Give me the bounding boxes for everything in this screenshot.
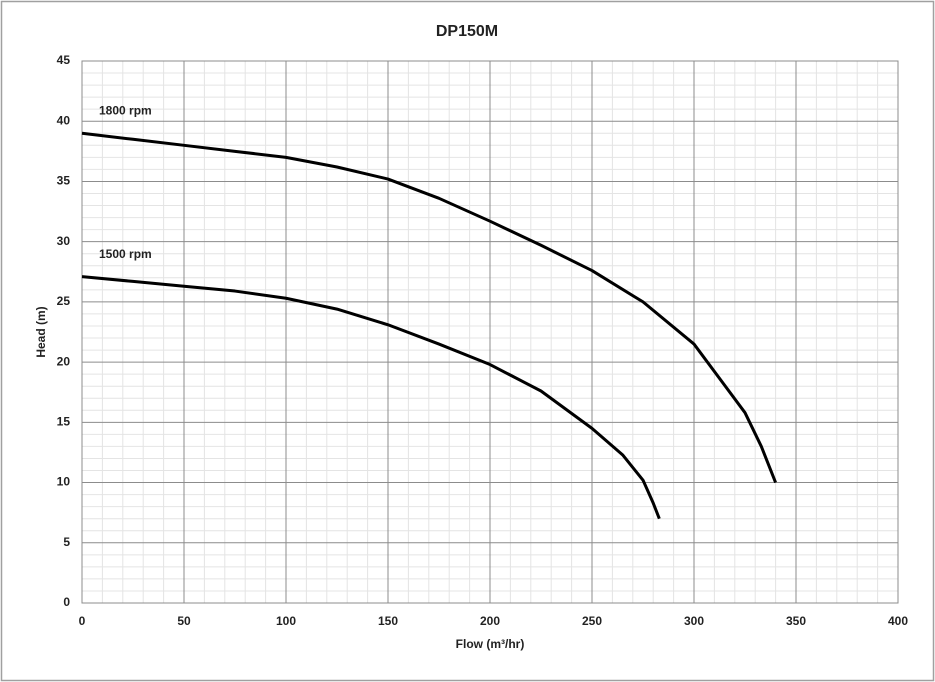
series-line: [81, 131, 777, 484]
y-tick-label: 40: [57, 113, 71, 127]
y-axis-label: Head (m): [34, 306, 48, 357]
y-tick-label: 20: [57, 354, 71, 368]
y-tick-label: 5: [63, 535, 70, 549]
x-tick-label: 50: [177, 614, 191, 628]
x-tick-label: 350: [786, 614, 806, 628]
x-tick-label: 100: [276, 614, 296, 628]
x-tick-label: 200: [480, 614, 500, 628]
chart-title: DP150M: [436, 23, 498, 40]
y-tick-label: 30: [57, 234, 71, 248]
series-line: [81, 275, 661, 520]
y-tick-label: 10: [57, 475, 71, 489]
x-axis-label: Flow (m³/hr): [456, 637, 525, 651]
y-tick-label: 0: [63, 595, 70, 609]
x-tick-label: 150: [378, 614, 398, 628]
x-tick-label: 400: [888, 614, 908, 628]
y-tick-label: 35: [57, 174, 71, 188]
x-tick-label: 250: [582, 614, 602, 628]
x-tick-label: 300: [684, 614, 704, 628]
series-label: 1500 rpm: [99, 247, 152, 261]
y-tick-label: 15: [57, 415, 71, 429]
plot-border: [81, 60, 899, 604]
y-tick-label: 45: [57, 53, 71, 67]
x-tick-label: 0: [79, 614, 86, 628]
y-tick-label: 25: [57, 294, 71, 308]
series-label: 1800 rpm: [99, 103, 152, 117]
